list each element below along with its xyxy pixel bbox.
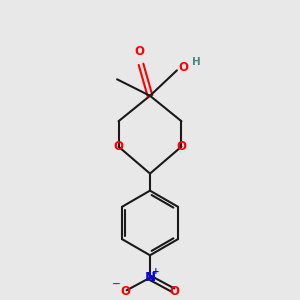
Text: O: O	[170, 285, 180, 298]
Text: O: O	[114, 140, 124, 153]
Text: −: −	[112, 279, 121, 289]
Text: O: O	[178, 61, 188, 74]
Text: +: +	[152, 267, 160, 276]
Text: O: O	[176, 140, 186, 153]
Text: N: N	[144, 271, 156, 284]
Text: H: H	[192, 57, 201, 67]
Text: O: O	[134, 45, 145, 58]
Text: O: O	[120, 285, 130, 298]
